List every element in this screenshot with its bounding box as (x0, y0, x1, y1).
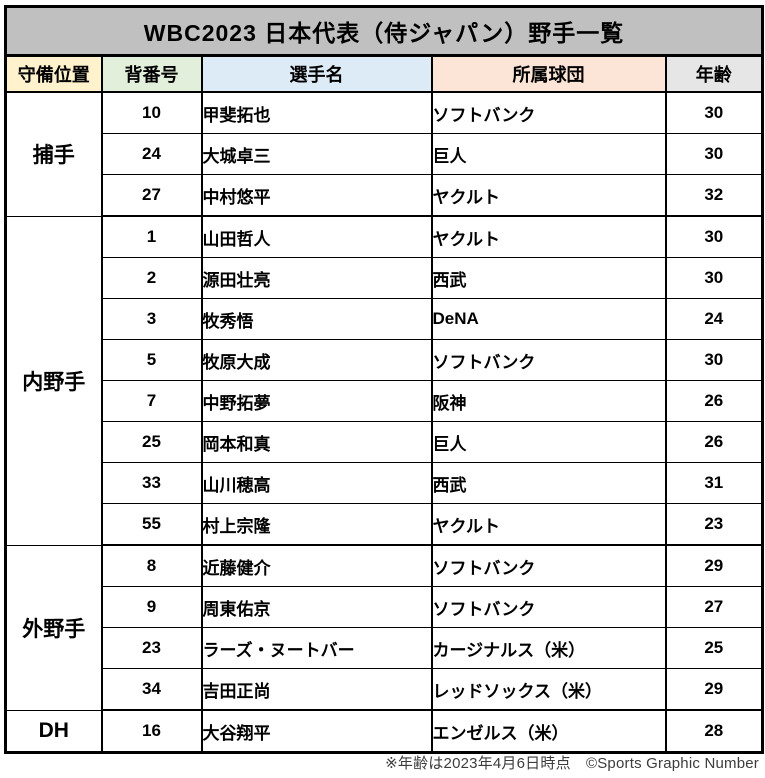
player-name-cell: 牧秀悟 (200, 298, 433, 340)
title-row: WBC2023 日本代表（侍ジャパン）野手一覧 (4, 6, 764, 57)
jersey-number-cell: 16 (100, 709, 203, 754)
team-cell: カージナルス（米） (430, 627, 667, 669)
player-name-cell: 周東佑京 (200, 586, 433, 628)
player-name-cell: 中村悠平 (200, 174, 433, 217)
jersey-number-cell: 9 (100, 586, 203, 628)
player-row: 27 中村悠平 ヤクルト 32 (6, 174, 764, 217)
player-name-cell: 村上宗隆 (200, 503, 433, 546)
age-cell: 30 (664, 91, 764, 134)
player-name-cell: 近藤健介 (200, 544, 433, 587)
player-row: 捕手 10 甲斐拓也 ソフトバンク 30 (4, 91, 764, 217)
team-cell: 西武 (430, 257, 667, 299)
player-name-cell: 牧原大成 (200, 339, 433, 381)
team-cell: ソフトバンク (430, 91, 667, 134)
team-cell: 西武 (430, 462, 667, 504)
footnote: ※年齢は2023年4月6日時点 ©Sports Graphic Number (385, 755, 759, 772)
column-header-row: 守備位置 背番号 選手名 所属球団 年齢 (4, 55, 764, 93)
player-name-cell: 大谷翔平 (200, 709, 433, 754)
player-name-cell: 源田壮亮 (200, 257, 433, 299)
roster-table-body: 捕手 10 甲斐拓也 ソフトバンク 30 24 大城卓三 巨人 30 27 中村悠平 ヤクルト 32 内野… (4, 91, 764, 754)
team-cell: ソフトバンク (430, 339, 667, 381)
jersey-number-cell: 27 (100, 174, 203, 217)
table-title: WBC2023 日本代表（侍ジャパン）野手一覧 (4, 6, 764, 57)
age-cell: 30 (664, 215, 764, 258)
player-row: 24 大城卓三 巨人 30 (6, 133, 764, 175)
jersey-number-cell: 23 (100, 627, 203, 669)
player-row: 55 村上宗隆 ヤクルト 23 (6, 503, 764, 546)
age-cell: 29 (664, 544, 764, 587)
team-cell: 巨人 (430, 421, 667, 463)
jersey-number-cell: 34 (100, 668, 203, 711)
player-name-cell: 山田哲人 (200, 215, 433, 258)
age-cell: 30 (664, 133, 764, 175)
jersey-number-cell: 5 (100, 339, 203, 381)
position-cell: 内野手 (4, 215, 103, 546)
player-row: 7 中野拓夢 阪神 26 (6, 380, 764, 422)
age-cell: 24 (664, 298, 764, 340)
age-cell: 30 (664, 257, 764, 299)
column-header-age: 年齢 (664, 55, 764, 93)
age-cell: 32 (664, 174, 764, 217)
team-cell: エンゼルス（米） (430, 709, 667, 754)
position-cell: 捕手 (4, 91, 103, 217)
team-cell: DeNA (430, 298, 667, 340)
position-cell: DH (4, 709, 103, 754)
player-row: 34 吉田正尚 レッドソックス（米） 29 (6, 668, 764, 711)
jersey-number-cell: 7 (100, 380, 203, 422)
jersey-number-cell: 24 (100, 133, 203, 175)
player-name-cell: 大城卓三 (200, 133, 433, 175)
age-cell: 29 (664, 668, 764, 711)
team-cell: 阪神 (430, 380, 667, 422)
jersey-number-cell: 8 (100, 544, 203, 587)
team-cell: 巨人 (430, 133, 667, 175)
roster-table: WBC2023 日本代表（侍ジャパン）野手一覧 守備位置 背番号 選手名 所属球… (4, 5, 765, 754)
player-row: 内野手 1 山田哲人 ヤクルト 30 (4, 215, 764, 546)
player-row: 外野手 8 近藤健介 ソフトバンク 29 (4, 544, 764, 711)
jersey-number-cell: 55 (100, 503, 203, 546)
player-row: 3 牧秀悟 DeNA 24 (6, 298, 764, 340)
column-header-jersey-number: 背番号 (100, 55, 203, 93)
team-cell: ソフトバンク (430, 544, 667, 587)
player-name-cell: 中野拓夢 (200, 380, 433, 422)
team-cell: ヤクルト (430, 215, 667, 258)
team-cell: ヤクルト (430, 174, 667, 217)
age-cell: 30 (664, 339, 764, 381)
player-row: 23 ラーズ・ヌートバー カージナルス（米） 25 (6, 627, 764, 669)
age-cell: 25 (664, 627, 764, 669)
age-cell: 31 (664, 462, 764, 504)
player-name-cell: 岡本和真 (200, 421, 433, 463)
jersey-number-cell: 1 (100, 215, 203, 258)
player-name-cell: 山川穂高 (200, 462, 433, 504)
jersey-number-cell: 10 (100, 91, 203, 134)
player-row: DH 16 大谷翔平 エンゼルス（米） 28 (4, 709, 764, 754)
team-cell: ヤクルト (430, 503, 667, 546)
column-header-position: 守備位置 (4, 55, 103, 93)
age-cell: 28 (664, 709, 764, 754)
age-cell: 26 (664, 421, 764, 463)
position-cell: 外野手 (4, 544, 103, 711)
team-cell: ソフトバンク (430, 586, 667, 628)
team-cell: レッドソックス（米） (430, 668, 667, 711)
player-row: 9 周東佑京 ソフトバンク 27 (6, 586, 764, 628)
player-name-cell: 甲斐拓也 (200, 91, 433, 134)
column-header-team: 所属球団 (430, 55, 667, 93)
jersey-number-cell: 3 (100, 298, 203, 340)
player-row: 33 山川穂高 西武 31 (6, 462, 764, 504)
age-cell: 26 (664, 380, 764, 422)
player-name-cell: ラーズ・ヌートバー (200, 627, 433, 669)
jersey-number-cell: 25 (100, 421, 203, 463)
age-cell: 23 (664, 503, 764, 546)
player-row: 25 岡本和真 巨人 26 (6, 421, 764, 463)
column-header-player-name: 選手名 (200, 55, 433, 93)
player-name-cell: 吉田正尚 (200, 668, 433, 711)
jersey-number-cell: 2 (100, 257, 203, 299)
age-cell: 27 (664, 586, 764, 628)
player-row: 5 牧原大成 ソフトバンク 30 (6, 339, 764, 381)
jersey-number-cell: 33 (100, 462, 203, 504)
player-row: 2 源田壮亮 西武 30 (6, 257, 764, 299)
